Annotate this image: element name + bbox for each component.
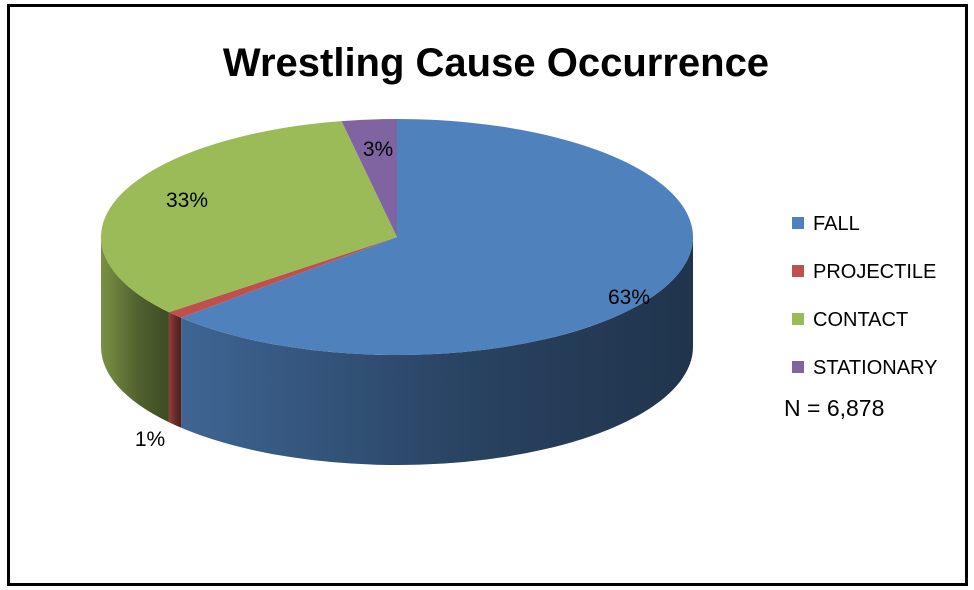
legend-swatch-fall — [792, 217, 804, 229]
pie-side-fall — [181, 237, 693, 465]
legend: FALL PROJECTILE CONTACT STATIONARY — [792, 213, 937, 379]
pie-top — [100, 119, 694, 355]
pie-side-projectile — [168, 312, 182, 428]
legend-swatch-projectile — [792, 265, 804, 277]
data-label-contact: 33% — [166, 189, 208, 212]
pie-slice-stationary — [341, 119, 397, 237]
data-label-stationary: 3% — [363, 138, 393, 161]
legend-swatch-stationary — [792, 361, 804, 373]
pie-slice-contact — [100, 121, 397, 313]
legend-swatch-contact — [792, 313, 804, 325]
legend-label-fall: FALL — [813, 213, 860, 235]
legend-label-projectile: PROJECTILE — [813, 261, 936, 283]
pie-labels: 63% 1% 33% 3% — [135, 138, 650, 451]
pie-slice-fall — [181, 119, 694, 355]
pie-side-contact — [101, 237, 169, 423]
sample-size-note: N = 6,878 — [784, 395, 884, 421]
data-label-fall: 63% — [608, 286, 650, 309]
data-label-projectile: 1% — [135, 428, 165, 451]
pie-sides — [101, 237, 693, 465]
chart-title: Wrestling Cause Occurrence — [223, 41, 769, 85]
legend-label-stationary: STATIONARY — [813, 357, 937, 379]
pie-slice-projectile — [168, 237, 397, 318]
legend-label-contact: CONTACT — [813, 309, 908, 331]
